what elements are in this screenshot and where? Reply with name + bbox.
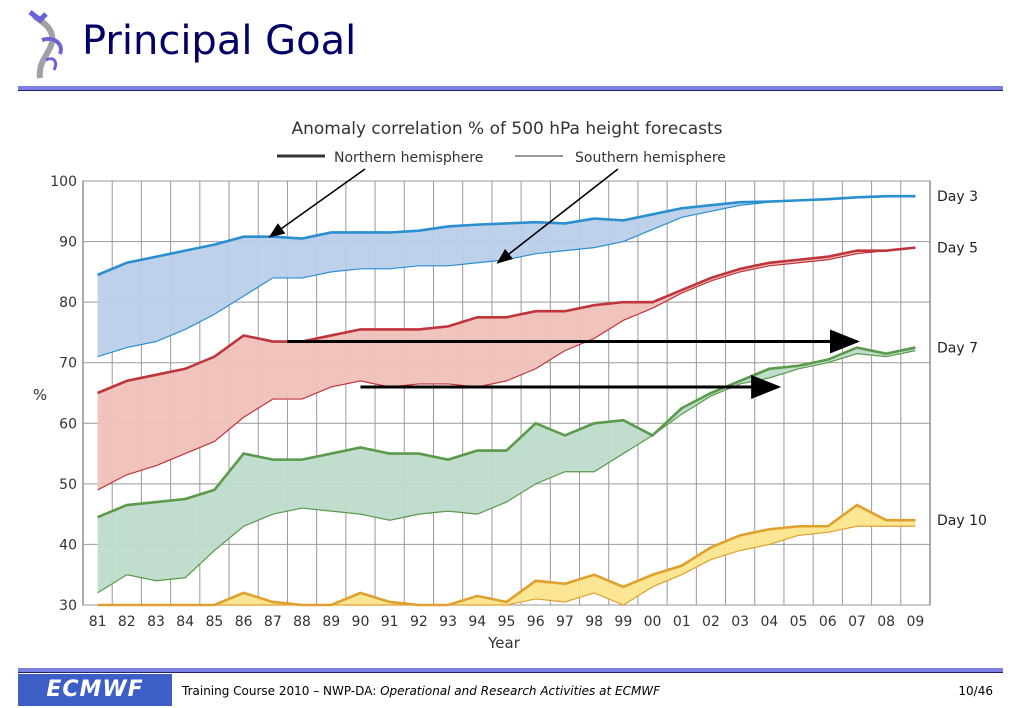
x-tick-label: 92 <box>410 614 428 630</box>
ecmwf-logo: ECMWF <box>18 674 172 706</box>
x-tick-label: 94 <box>468 614 486 630</box>
x-tick-label: 04 <box>760 614 778 630</box>
series-label: Day 7 <box>937 341 978 357</box>
y-tick-label: 90 <box>59 235 77 251</box>
x-tick-label: 88 <box>293 614 311 630</box>
series-label: Day 10 <box>937 513 987 529</box>
y-tick-label: 40 <box>59 537 77 553</box>
legend-sh-label: Southern hemisphere <box>575 150 726 166</box>
y-tick-label: 60 <box>59 416 77 432</box>
footer-course-text: Training Course 2010 – NWP-DA: Operation… <box>182 684 660 698</box>
x-tick-label: 08 <box>877 614 895 630</box>
x-tick-label: 02 <box>702 614 720 630</box>
line-sh-day-10 <box>97 525 916 606</box>
x-tick-label: 01 <box>673 614 691 630</box>
line-sh-day-7 <box>97 350 916 594</box>
plot-area: 30 40 50 60 70 80 90 100 81 82 83 84 85 86 87 88 89 90 91 9… <box>50 168 987 630</box>
line-nh-day-3 <box>97 194 916 277</box>
footer-divider-dark <box>18 672 1003 673</box>
title-divider-dark <box>18 90 1003 91</box>
page-title: Principal Goal <box>82 18 357 64</box>
x-tick-label: 98 <box>585 614 603 630</box>
footer-subtitle: Operational and Research Activities at E… <box>380 684 661 698</box>
footer-divider <box>18 668 1003 672</box>
chart-title: Anomaly correlation % of 500 hPa height … <box>291 119 722 139</box>
y-axis-label: % <box>33 386 47 404</box>
x-tick-label: 89 <box>322 614 340 630</box>
x-tick-label: 03 <box>731 614 749 630</box>
y-tick-label: 80 <box>59 295 77 311</box>
x-tick-label: 09 <box>906 614 924 630</box>
x-tick-label: 84 <box>176 614 194 630</box>
series-label: Day 5 <box>937 241 978 257</box>
line-nh-day-5 <box>97 246 916 395</box>
page-number: 10/46 <box>958 684 993 698</box>
legend-pointer-nh <box>268 168 366 238</box>
x-tick-label: 82 <box>118 614 136 630</box>
x-tick-label: 83 <box>147 614 165 630</box>
band-day-5 <box>97 247 916 490</box>
x-tick-label: 90 <box>352 614 370 630</box>
line-sh-day-5 <box>97 247 916 491</box>
y-tick-label: 50 <box>59 477 77 493</box>
x-tick-label: 86 <box>235 614 253 630</box>
y-tick-label: 30 <box>59 598 77 614</box>
legend-pointer-sh <box>496 168 619 264</box>
x-tick-label: 05 <box>790 614 808 630</box>
title-divider <box>18 86 1003 90</box>
footer-prefix: Training Course 2010 – NWP-DA: <box>182 684 381 698</box>
x-tick-label: 85 <box>206 614 224 630</box>
x-tick-label: 97 <box>556 614 574 630</box>
x-tick-label: 07 <box>848 614 866 630</box>
x-axis-label: Year <box>487 634 521 652</box>
x-tick-label: 00 <box>644 614 662 630</box>
x-tick-label: 99 <box>614 614 632 630</box>
anomaly-correlation-chart: Anomaly correlation % of 500 hPa height … <box>33 119 987 652</box>
series-label: Day 3 <box>937 189 978 205</box>
x-tick-label: 91 <box>381 614 399 630</box>
line-nh-day-7 <box>97 346 916 519</box>
line-nh-day-10 <box>97 503 916 607</box>
x-tick-label: 95 <box>498 614 516 630</box>
ecmwf-logo-text: ECMWF <box>46 677 144 702</box>
band-day-7 <box>97 347 916 593</box>
x-tick-label: 96 <box>527 614 545 630</box>
x-tick-label: 81 <box>89 614 107 630</box>
x-tick-label: 06 <box>819 614 837 630</box>
x-tick-label: 87 <box>264 614 282 630</box>
ecmwf-swirl-logo-icon <box>28 10 63 79</box>
chart-legend: Northern hemisphere Southern hemisphere <box>277 150 726 166</box>
y-tick-label: 100 <box>50 174 77 190</box>
band-day-3 <box>97 196 916 357</box>
legend-nh-label: Northern hemisphere <box>334 150 483 166</box>
x-tick-label: 93 <box>439 614 457 630</box>
y-tick-label: 70 <box>59 356 77 372</box>
